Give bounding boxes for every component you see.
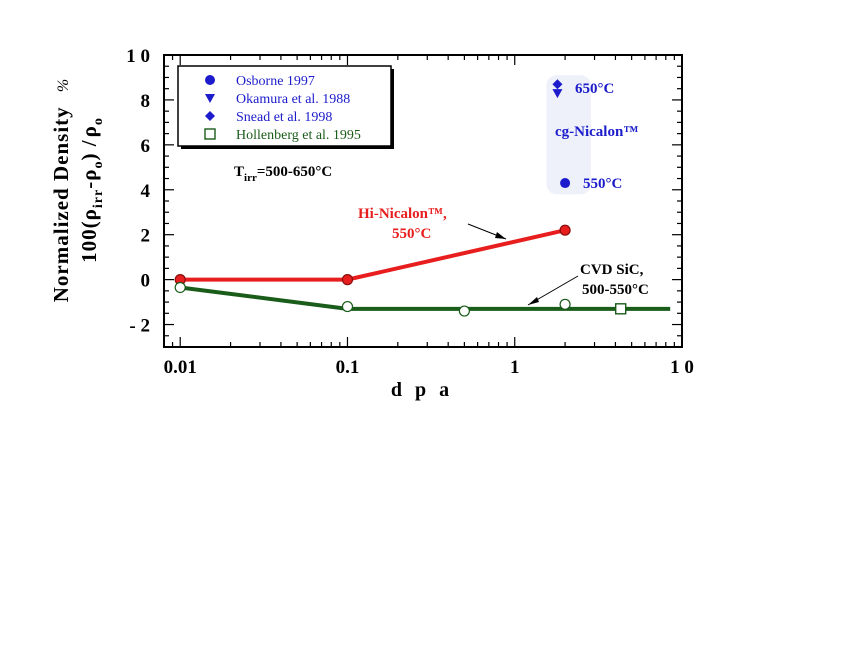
hi-nicalon-arrowhead [495, 232, 506, 239]
series-line [180, 228, 566, 282]
tirr-value: =500-650°C [257, 164, 332, 180]
hi-nicalon-label-line2: 550°C [392, 226, 431, 242]
x-tick-label: 1 [510, 357, 520, 378]
y-axis-title-minus: - [77, 181, 101, 189]
cvd-sic-label-line2: 500-550°C [582, 282, 649, 298]
legend-label: Osborne 1997 [236, 74, 315, 89]
data-point [559, 224, 571, 236]
data-point [560, 178, 571, 189]
data-point [552, 79, 563, 90]
legend-label: Snead et al. 1998 [236, 110, 332, 125]
y-axis-title-rho-3: ρ [77, 125, 101, 137]
data-point [205, 94, 215, 103]
data-point [552, 89, 563, 99]
y-axis-title-rho-2: ρ [77, 169, 101, 181]
svg-text:100(ρirr-ρo) /ρo: 100(ρirr-ρo) /ρo [77, 117, 106, 263]
data-point [614, 303, 627, 315]
y-tick-label: 2 [141, 226, 151, 247]
axis-ticks [163, 54, 682, 348]
y-axis-title-line1: Normalized Density [49, 106, 73, 302]
cg-nicalon-shaded-region [546, 75, 591, 195]
cvd-sic-arrowhead [528, 297, 539, 305]
y-axis-title-sub-o-1: o [91, 161, 106, 169]
y-tick-label: 4 [141, 181, 151, 202]
data-point [341, 300, 354, 313]
y-tick-label: - 2 [129, 316, 150, 337]
y-axis-title-close: ) / [77, 139, 101, 160]
cvd-sic-label-line1: CVD SiC, [580, 262, 644, 278]
hi-nicalon-label-line1: Hi-Nicalon™, [358, 206, 447, 222]
temp-550-label: 550°C [583, 176, 622, 192]
y-tick-label: 0 [141, 271, 151, 292]
x-tick-labels: 0.01 0.1 1 1 0 [164, 357, 694, 378]
y-axis-title-prefix: 100( [77, 220, 101, 263]
temp-650-label: 650°C [575, 81, 614, 97]
data-point [174, 281, 186, 294]
data-point [341, 274, 354, 286]
data-point [205, 111, 215, 121]
svg-text:Normalized Density %: Normalized Density % [49, 78, 73, 302]
y-axis-title-sub-o-2: o [91, 117, 106, 125]
tirr-prefix: T [234, 164, 244, 180]
data-point [204, 128, 216, 140]
legend-label: Hollenberg et al. 1995 [236, 128, 361, 143]
y-axis-title: Normalized Density % 100(ρirr-ρo) /ρo [49, 78, 106, 302]
x-axis-title: d p a [391, 379, 453, 401]
y-tick-label: 6 [141, 136, 151, 157]
x-tick-label: 0.01 [164, 357, 197, 378]
legend: Osborne 1997 Okamura et al. 1988 Snead et … [177, 65, 394, 149]
y-tick-label: 1 0 [126, 46, 150, 67]
legend-label: Okamura et al. 1988 [236, 92, 350, 107]
data-point [559, 298, 571, 310]
y-tick-labels: 1 0 8 6 4 2 0 - 2 [126, 46, 150, 337]
data-point [458, 305, 470, 317]
data-markers [174, 79, 627, 317]
tirr-sub: irr [244, 172, 257, 184]
data-point [205, 75, 215, 85]
tirr-annotation: Tirr=500-650°C [234, 164, 332, 184]
x-tick-label: 0.1 [336, 357, 360, 378]
x-tick-label: 1 0 [670, 357, 694, 378]
cg-nicalon-label: cg-Nicalon™ [555, 124, 638, 140]
y-axis-title-unit: % [55, 78, 72, 92]
y-tick-label: 8 [141, 91, 151, 112]
y-axis-title-rho-1: ρ [77, 208, 101, 220]
y-axis-title-sub-irr: irr [91, 189, 106, 208]
